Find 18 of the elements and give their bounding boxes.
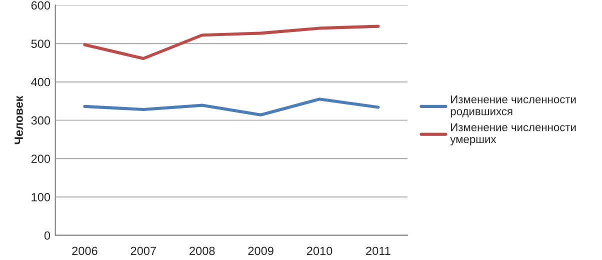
legend-label: Изменение численности умерших bbox=[450, 123, 576, 146]
y-tick-label: 200 bbox=[31, 154, 50, 163]
y-tick-label: 0 bbox=[44, 231, 50, 240]
y-tick-label: 100 bbox=[32, 192, 50, 202]
line-series bbox=[83, 98, 380, 116]
x-tick-label: 2010 bbox=[306, 246, 332, 256]
x-tick-label: 2009 bbox=[248, 246, 274, 256]
y-axis-title: Человек bbox=[14, 96, 23, 144]
x-tick-label: 2007 bbox=[130, 246, 156, 256]
x-tick-label: 2006 bbox=[72, 246, 98, 256]
y-tick-label: 300 bbox=[31, 116, 50, 125]
y-tick-label: 500 bbox=[31, 40, 50, 48]
legend-label: Изменение численности родившихся bbox=[450, 96, 576, 118]
x-tick-label: 2011 bbox=[366, 246, 390, 256]
y-tick-label: 400 bbox=[31, 78, 50, 86]
line-series bbox=[83, 24, 380, 60]
x-tick-label: 2008 bbox=[190, 246, 215, 256]
y-tick-label: 600 bbox=[31, 1, 50, 10]
